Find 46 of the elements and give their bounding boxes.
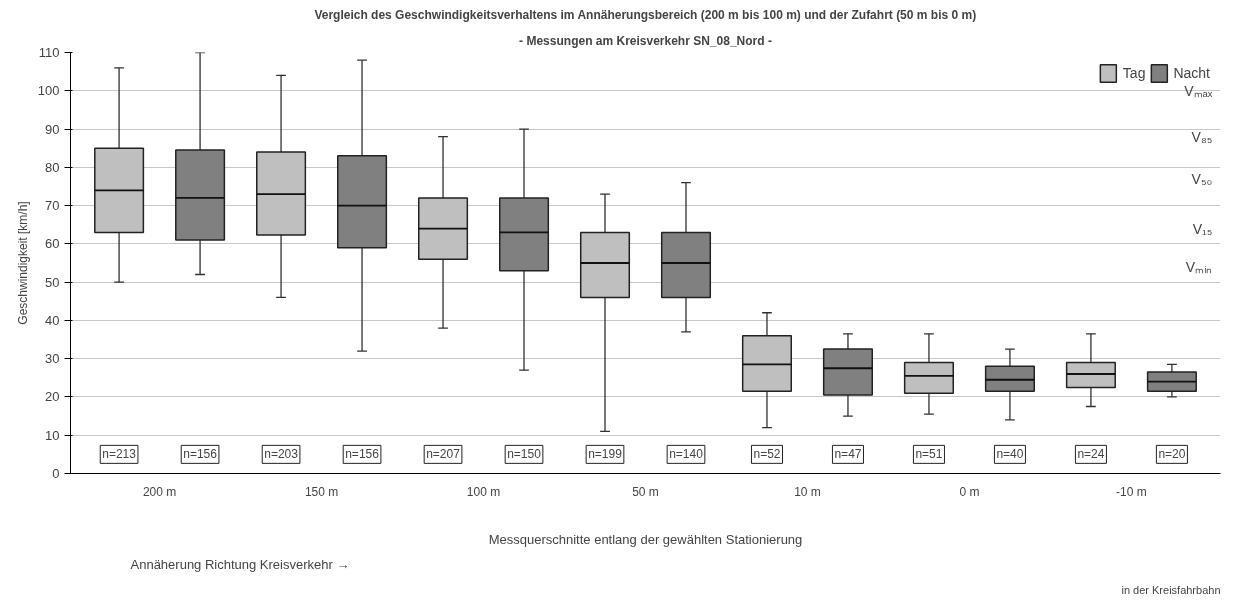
- annotation: n=156: [183, 447, 218, 462]
- x-tick-label: -10 m: [1116, 484, 1147, 499]
- annotation: n=40: [996, 447, 1024, 462]
- y-tick-label: 30: [45, 351, 60, 367]
- y-axis-title: Geschwindigkeit [km/h]: [15, 201, 30, 325]
- x-tick-label: 10 m: [794, 484, 821, 499]
- annotation: n=213: [102, 447, 137, 462]
- legend-label: Nacht: [1173, 65, 1210, 81]
- annotation: n=47: [834, 447, 862, 462]
- annotation: n=203: [264, 447, 299, 462]
- y-tick-label: 100: [37, 83, 60, 99]
- y-tick-label: 70: [45, 198, 60, 214]
- x-tick-label: 100 m: [466, 484, 501, 499]
- annotation: V₁₅: [1192, 220, 1213, 237]
- y-tick-label: 50: [45, 274, 60, 290]
- text: in der Kreisfahrbahn: [1121, 583, 1221, 596]
- chart-subtitle: - Messungen am Kreisverkehr SN_08_Nord -: [519, 33, 772, 48]
- annotation: n=140: [669, 447, 704, 462]
- annotation: n=156: [345, 447, 380, 462]
- chart-title: Vergleich des Geschwindigkeitsverhaltens im Annäherungsbereich (200 m bis 100 m) und der Zufahrt (50 m bis 0 m): [314, 7, 977, 22]
- annotation: n=24: [1077, 447, 1105, 462]
- annotation: n=199: [588, 447, 623, 462]
- y-tick-label: 20: [45, 389, 60, 405]
- x-tick-label: 0 m: [959, 484, 980, 499]
- text: Annäherung Richtung Kreisverkehr →: [130, 556, 350, 572]
- y-tick-label: 10: [45, 427, 60, 443]
- annotation: n=52: [753, 447, 781, 462]
- x-tick-label: 50 m: [632, 484, 659, 499]
- y-tick-label: 40: [45, 312, 60, 328]
- annotation: Vₘᵢₙ: [1185, 258, 1213, 275]
- legend-label: Tag: [1122, 65, 1146, 81]
- annotation: V₈₅: [1191, 128, 1213, 145]
- annotation: n=20: [1158, 447, 1186, 462]
- annotation: V₅₀: [1191, 170, 1213, 187]
- annotation: n=207: [426, 447, 461, 462]
- y-tick-label: 0: [52, 466, 60, 481]
- y-tick-label: 60: [45, 236, 60, 252]
- y-tick-label: 80: [45, 159, 60, 175]
- x-axis-title: Messquerschnitte entlang der gewählten Stationierung: [488, 531, 803, 547]
- x-tick-label: 150 m: [304, 484, 339, 499]
- x-tick-label: 200 m: [142, 484, 177, 499]
- annotation: n=150: [507, 447, 542, 462]
- annotation: n=51: [915, 447, 943, 462]
- y-tick-label: 110: [38, 45, 60, 60]
- annotation: Vₘₐₓ: [1184, 82, 1213, 99]
- y-tick-label: 90: [45, 121, 60, 137]
